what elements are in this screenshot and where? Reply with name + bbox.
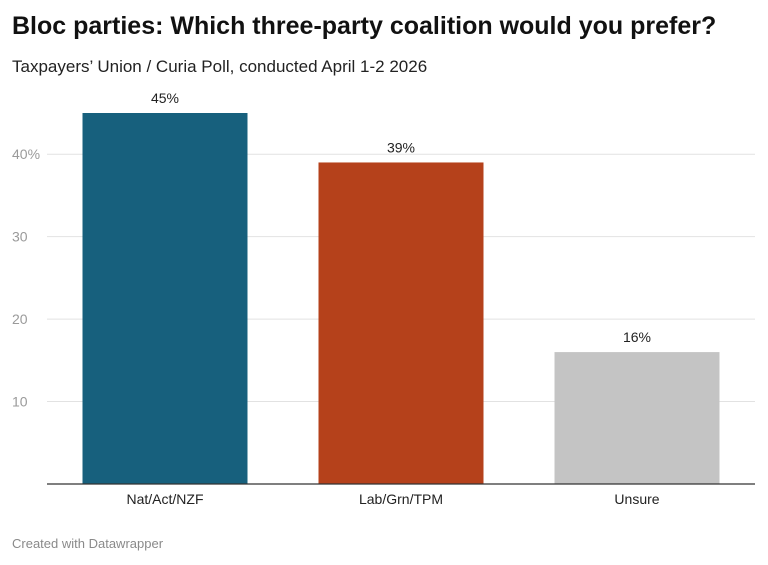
- y-tick-label: 20: [12, 311, 28, 327]
- datawrapper-credit: Created with Datawrapper: [12, 536, 164, 551]
- x-category-label: Nat/Act/NZF: [126, 491, 203, 507]
- chart-subtitle: Taxpayers’ Union / Curia Poll, conducted…: [12, 57, 428, 76]
- bar: [318, 162, 484, 484]
- y-tick-label: 30: [12, 229, 28, 245]
- y-tick-label: 10: [12, 394, 28, 410]
- bar-value-label: 16%: [623, 329, 651, 345]
- y-tick-label: 40%: [12, 146, 40, 162]
- bar: [82, 113, 248, 484]
- bar-chart: 10 20 30 40% 45% Nat/Act/NZF 39% Lab/Grn/TPM 16%…: [12, 90, 755, 507]
- chart-title: Bloc parties: Which three-party coalitio…: [12, 12, 717, 40]
- x-category-label: Lab/Grn/TPM: [359, 491, 443, 507]
- bar: [554, 352, 720, 484]
- bar-value-label: 45%: [151, 90, 179, 106]
- bar-value-label: 39%: [387, 139, 415, 155]
- x-category-label: Unsure: [614, 491, 659, 507]
